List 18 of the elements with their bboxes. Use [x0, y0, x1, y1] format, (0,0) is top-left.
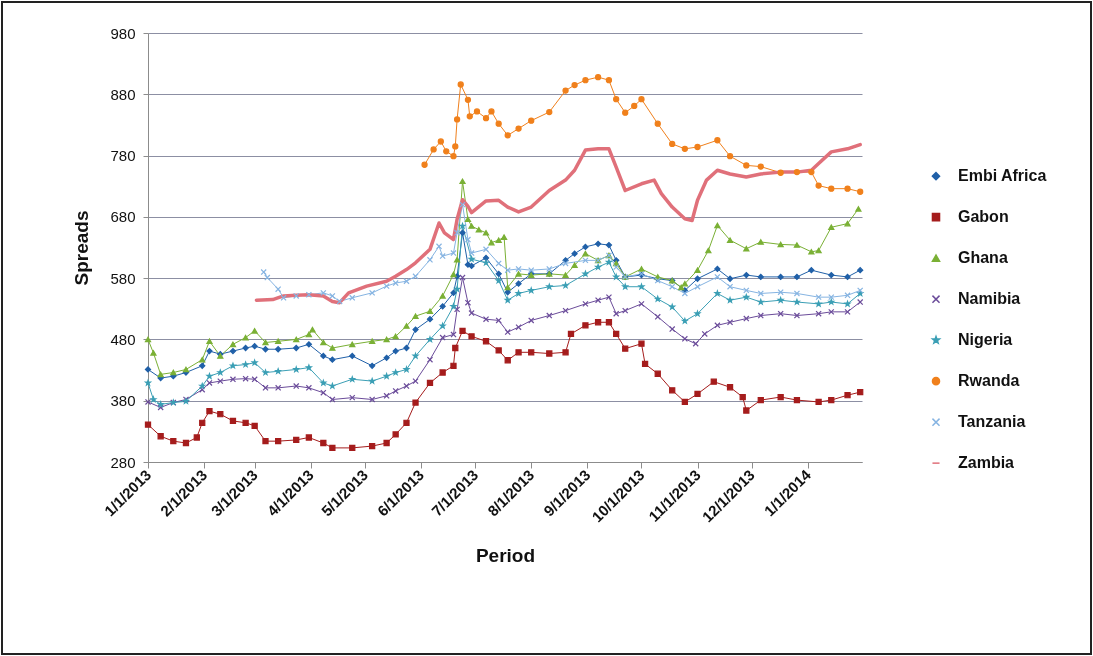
legend-label: Tanzania: [958, 413, 1026, 431]
y-tick-label: 780: [110, 147, 136, 165]
x-axis-title: Period: [475, 545, 536, 567]
y-tick-label: 980: [110, 24, 136, 42]
legend-label: Nigeria: [958, 331, 1013, 349]
y-tick-label: 480: [110, 330, 136, 348]
legend-label: Ghana: [958, 249, 1008, 267]
y-tick-label: 580: [110, 269, 136, 287]
legend-label: Rwanda: [958, 372, 1020, 390]
legend-label: Namibia: [958, 290, 1021, 308]
y-axis-title: Spreads: [71, 210, 93, 286]
y-tick-label: 280: [110, 453, 136, 471]
legend-label: Embi Africa: [958, 167, 1047, 185]
legend-label: Zambia: [958, 454, 1015, 472]
y-tick-label: 880: [110, 85, 136, 103]
legend-label: Gabon: [958, 208, 1009, 226]
y-tick-label: 380: [110, 392, 136, 410]
y-tick-label: 680: [110, 208, 136, 226]
